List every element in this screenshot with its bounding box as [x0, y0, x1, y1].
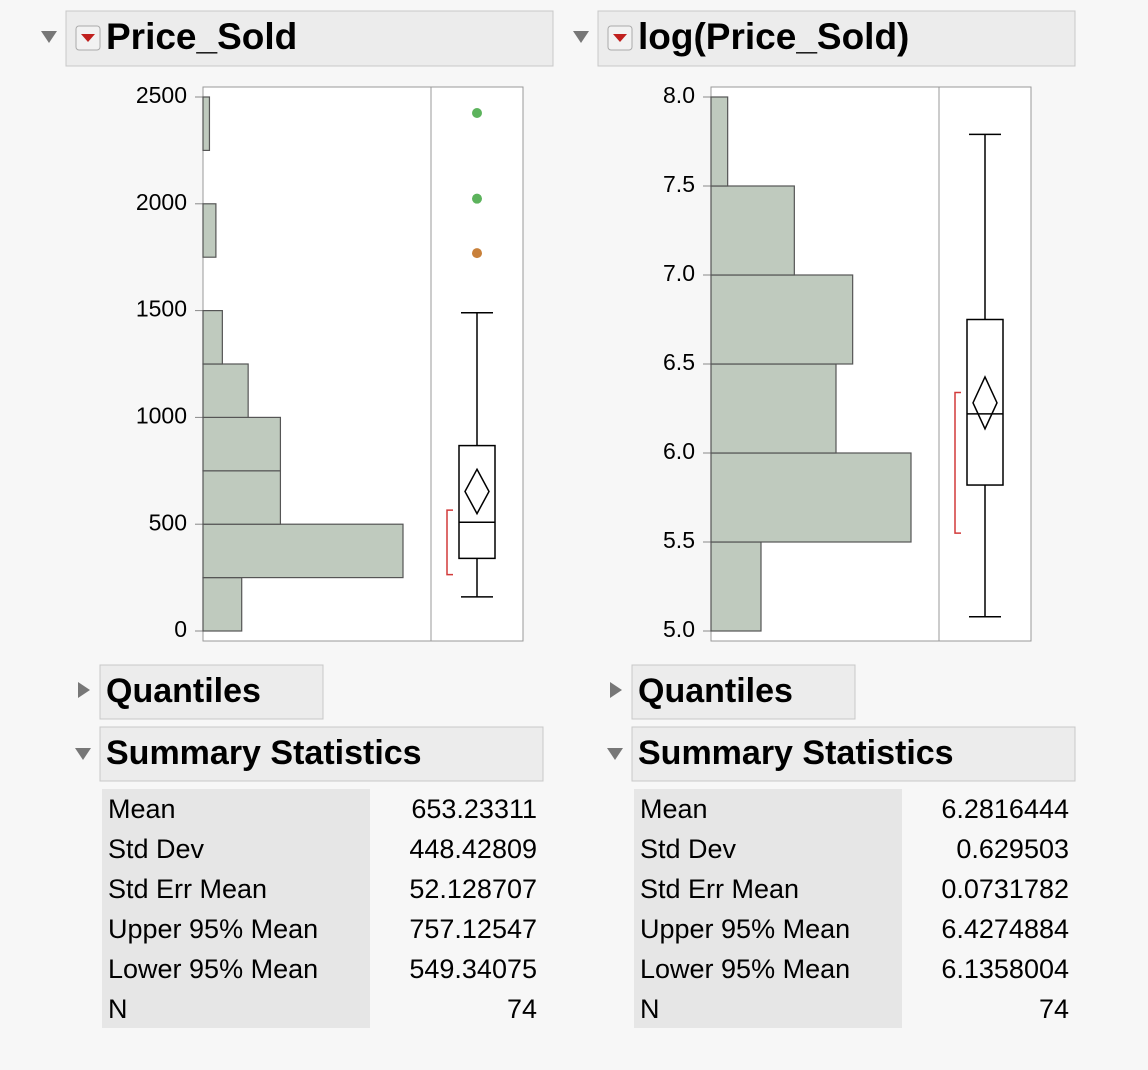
y-tick-label: 6.5 [663, 349, 695, 375]
stat-value: 6.1358004 [941, 954, 1069, 984]
y-tick-label: 1000 [136, 402, 187, 428]
stat-value: 52.128707 [409, 874, 537, 904]
histogram-bar [202, 96, 211, 152]
panel-title: log(Price_Sold) [638, 16, 909, 57]
y-tick-label: 5.5 [663, 527, 695, 553]
histogram-bar [710, 541, 762, 632]
stat-label: Lower 95% Mean [108, 954, 318, 984]
section-title: Summary Statistics [638, 734, 954, 772]
section-header [631, 664, 856, 720]
panel-header [65, 10, 554, 67]
stat-value: 74 [507, 994, 537, 1024]
section-title: Quantiles [638, 672, 793, 710]
section-header [631, 726, 1076, 782]
stat-value: 0.0731782 [941, 874, 1069, 904]
stat-label: Upper 95% Mean [108, 914, 318, 944]
shortest-half-bracket [446, 509, 453, 576]
y-tick-label: 6.0 [663, 438, 695, 464]
y-tick-label: 7.0 [663, 260, 695, 286]
panel-title: Price_Sold [106, 16, 297, 57]
section-header [99, 726, 544, 782]
y-tick-label: 2500 [136, 82, 187, 108]
disclosure-icon[interactable] [41, 31, 57, 43]
section-title: Quantiles [106, 672, 261, 710]
histogram-bar [710, 363, 837, 454]
outlier [472, 248, 482, 259]
y-tick-label: 5.0 [663, 616, 695, 642]
stat-label: Std Err Mean [640, 874, 799, 904]
mean-diamond [972, 375, 998, 431]
y-tick-label: 7.5 [663, 171, 695, 197]
histogram-bar [202, 523, 404, 579]
stat-label: N [640, 994, 660, 1024]
histogram-bar [202, 576, 243, 632]
histogram-bar [710, 185, 795, 276]
y-tick-label: 2000 [136, 189, 187, 215]
y-tick-label: 8.0 [663, 82, 695, 108]
y-tick-label: 0 [174, 616, 187, 642]
disclosure-icon[interactable] [78, 682, 90, 698]
stat-label: Mean [640, 794, 708, 824]
stat-value: 0.629503 [956, 834, 1069, 864]
disclosure-icon[interactable] [75, 748, 91, 760]
box [458, 444, 496, 560]
stat-value: 74 [1039, 994, 1069, 1024]
stat-label: Upper 95% Mean [640, 914, 850, 944]
label-column [102, 789, 370, 1028]
y-tick-label: 1500 [136, 296, 187, 322]
histogram-bar [710, 96, 729, 187]
stat-value: 6.4274884 [941, 914, 1069, 944]
box [966, 318, 1004, 486]
stat-value: 757.12547 [409, 914, 537, 944]
stat-label: Lower 95% Mean [640, 954, 850, 984]
stat-value: 6.2816444 [941, 794, 1069, 824]
shortest-half-bracket [954, 391, 961, 534]
label-column [634, 789, 902, 1028]
stat-label: Std Dev [108, 834, 205, 864]
histogram-bar [202, 416, 282, 472]
histogram-bar [202, 310, 223, 365]
stat-label: Mean [108, 794, 176, 824]
menu-icon [613, 34, 627, 42]
stat-value: 448.42809 [409, 834, 537, 864]
stat-label: Std Err Mean [108, 874, 267, 904]
outlier [472, 108, 482, 119]
section-header [99, 664, 324, 720]
histogram-bar [202, 363, 249, 419]
menu-icon [81, 34, 95, 42]
section-title: Summary Statistics [106, 734, 422, 772]
histogram-bar [202, 470, 282, 525]
histogram-bar [710, 452, 912, 543]
y-tick-label: 500 [149, 509, 187, 535]
stat-value: 549.34075 [409, 954, 537, 984]
stat-label: N [108, 994, 128, 1024]
panel-header [597, 10, 1076, 67]
stat-label: Std Dev [640, 834, 737, 864]
disclosure-icon[interactable] [610, 682, 622, 698]
stat-value: 653.23311 [411, 794, 537, 824]
histogram-bar [202, 203, 217, 258]
outlier [472, 193, 482, 204]
disclosure-icon[interactable] [573, 31, 589, 43]
mean-diamond [464, 467, 490, 516]
disclosure-icon[interactable] [607, 748, 623, 760]
histogram-bar [710, 274, 854, 365]
